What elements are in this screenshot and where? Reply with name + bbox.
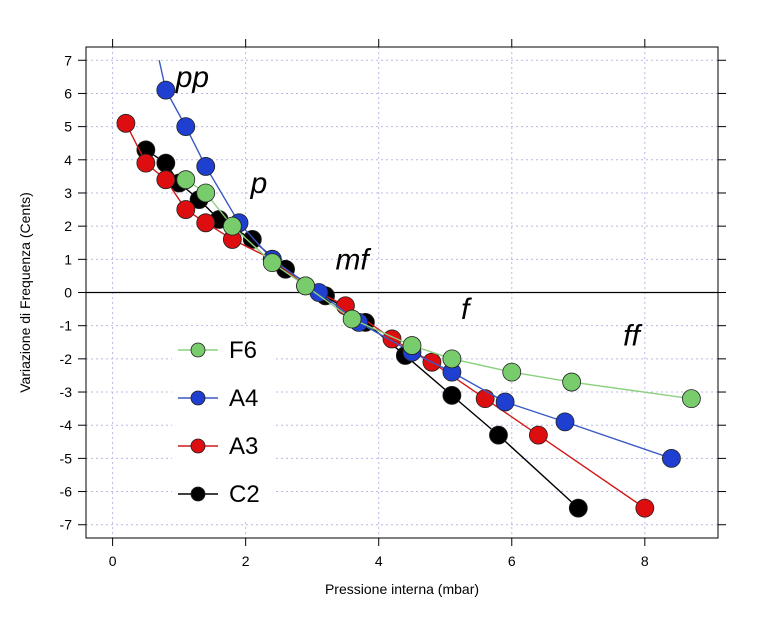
data-point-a3 bbox=[196, 213, 216, 233]
legend-item-a3: A3 bbox=[178, 433, 258, 460]
y-tick-label: -5 bbox=[60, 450, 73, 466]
data-point-c2 bbox=[442, 385, 462, 405]
y-tick-label: 6 bbox=[64, 85, 72, 101]
data-point-a4 bbox=[662, 448, 681, 468]
data-point-a4 bbox=[495, 392, 515, 412]
tick-labels: 0 2 4 6 8 -7 -6 -5 -4 -3 -2 -1 0 1 2 3 4 5 6 7 bbox=[60, 52, 649, 569]
annotation-f: f bbox=[461, 293, 472, 326]
series-f6 bbox=[176, 170, 701, 409]
legend-item-c2: C2 bbox=[178, 481, 260, 508]
series bbox=[116, 60, 701, 518]
data-point-c2 bbox=[156, 153, 176, 173]
data-point-a4 bbox=[196, 157, 216, 176]
y-tick-label: 5 bbox=[64, 119, 72, 135]
x-tick-label: 0 bbox=[109, 553, 117, 569]
legend-label: F6 bbox=[229, 337, 257, 364]
data-point-a4 bbox=[176, 117, 196, 137]
y-tick-label: -3 bbox=[60, 384, 73, 400]
data-point-a3 bbox=[176, 200, 196, 219]
y-tick-label: -1 bbox=[60, 318, 73, 334]
data-point-f6 bbox=[262, 253, 282, 273]
legend: F6 A4 A3 C2 bbox=[172, 326, 276, 520]
x-tick-label: 8 bbox=[641, 553, 649, 569]
annotation-p: p bbox=[250, 167, 268, 200]
legend-label: A4 bbox=[229, 385, 258, 412]
annotation-ff: ff bbox=[623, 320, 642, 353]
legend-item-f6: F6 bbox=[178, 337, 257, 364]
data-point-c2 bbox=[242, 230, 262, 249]
annotation-mf: mf bbox=[335, 243, 371, 276]
data-point-f6 bbox=[562, 372, 582, 392]
legend-label: A3 bbox=[229, 433, 258, 460]
data-point-a3 bbox=[136, 153, 156, 173]
data-point-f6 bbox=[402, 336, 422, 355]
data-point-a4 bbox=[555, 412, 575, 432]
y-tick-label: 0 bbox=[64, 285, 72, 301]
x-axis-title: Pressione interna (mbar) bbox=[325, 581, 479, 597]
y-tick-label: -7 bbox=[60, 517, 73, 533]
legend-background bbox=[172, 326, 276, 520]
data-point-a3 bbox=[475, 389, 495, 409]
axis-ticks bbox=[78, 39, 726, 546]
data-point-f6 bbox=[342, 309, 362, 329]
y-axis-title: Variazione di Frequenza (Cents) bbox=[17, 192, 33, 393]
data-point-a3 bbox=[116, 113, 136, 133]
data-point-f6 bbox=[296, 276, 315, 296]
x-tick-label: 4 bbox=[375, 553, 383, 569]
data-point-a4 bbox=[156, 80, 176, 100]
y-tick-label: -2 bbox=[60, 351, 73, 367]
y-tick-label: 3 bbox=[64, 185, 72, 201]
legend-marker bbox=[190, 390, 206, 406]
x-tick-label: 6 bbox=[508, 553, 516, 569]
data-point-a3 bbox=[528, 425, 548, 445]
y-tick-label: 7 bbox=[64, 52, 72, 68]
data-point-f6 bbox=[681, 389, 701, 409]
data-point-f6 bbox=[222, 216, 242, 236]
legend-item-a4: A4 bbox=[178, 385, 258, 412]
legend-marker bbox=[190, 486, 206, 502]
y-tick-label: 1 bbox=[64, 251, 72, 267]
data-point-f6 bbox=[442, 349, 462, 369]
legend-marker bbox=[190, 438, 206, 454]
data-point-f6 bbox=[196, 183, 216, 203]
data-point-a3 bbox=[635, 498, 655, 518]
data-point-c2 bbox=[568, 498, 588, 518]
legend-label: C2 bbox=[229, 481, 260, 508]
y-tick-label: -4 bbox=[60, 417, 73, 433]
data-point-f6 bbox=[176, 170, 196, 190]
y-tick-label: -6 bbox=[60, 484, 73, 500]
data-point-c2 bbox=[489, 425, 508, 445]
annotation-pp: pp bbox=[175, 61, 209, 94]
data-point-a3 bbox=[156, 170, 176, 190]
legend-marker bbox=[190, 342, 206, 358]
y-tick-label: 2 bbox=[64, 218, 72, 234]
data-point-f6 bbox=[502, 362, 522, 382]
y-tick-label: 4 bbox=[64, 152, 72, 168]
x-tick-label: 2 bbox=[242, 553, 250, 569]
